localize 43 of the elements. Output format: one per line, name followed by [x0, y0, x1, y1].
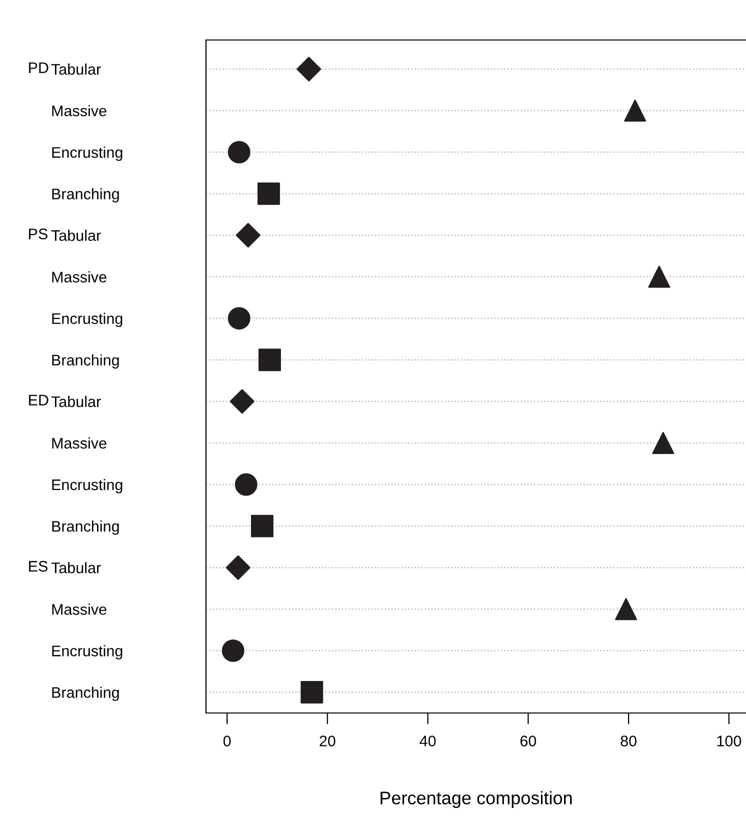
y-tick-label: Massive: [52, 105, 106, 116]
point: [228, 140, 250, 164]
point: [652, 432, 674, 454]
y-tick-label: Tabular: [51, 562, 101, 574]
y-tick-label: Encrusting: [52, 146, 122, 161]
x-tick-label: 80: [620, 736, 636, 746]
point: [258, 182, 280, 205]
x-axis-title: Percentage composition: [380, 791, 572, 808]
y-tick-label: Tabular: [51, 64, 101, 75]
x-tick-label: 20: [320, 736, 336, 746]
point: [234, 473, 258, 496]
y-tick-label: Branching: [52, 520, 119, 535]
point: [236, 222, 260, 248]
y-tick-label: Massive: [52, 271, 106, 282]
y-tick-label: Massive: [52, 437, 106, 449]
y-tick-label: Encrusting: [52, 478, 122, 494]
y-tick-label: Tabular: [51, 396, 101, 408]
point: [615, 598, 638, 620]
y-tick-label: Branching: [52, 188, 119, 202]
point: [648, 266, 670, 288]
y-tick-label: Branching: [52, 354, 119, 369]
y-tick-label: Branching: [52, 686, 119, 701]
text: ED: [29, 394, 48, 406]
point: [296, 56, 322, 82]
point: [300, 681, 324, 704]
text: ES: [29, 560, 48, 572]
x-tick-label: 60: [520, 736, 536, 746]
point: [226, 555, 250, 580]
y-tick-label: Massive: [52, 604, 106, 615]
point: [230, 389, 254, 414]
x-tick-label: 100: [717, 736, 742, 746]
point: [250, 514, 274, 538]
x-tick-label: 0: [223, 736, 231, 746]
y-tick-label: Tabular: [51, 230, 101, 241]
text: PD: [29, 62, 48, 74]
y-tick-label: Encrusting: [52, 312, 122, 328]
x-tick-label: 40: [420, 736, 436, 746]
text: PS: [29, 228, 48, 240]
point: [624, 100, 646, 122]
point: [228, 307, 250, 330]
y-tick-label: Encrusting: [52, 645, 122, 660]
point: [258, 348, 281, 372]
point: [222, 639, 244, 662]
